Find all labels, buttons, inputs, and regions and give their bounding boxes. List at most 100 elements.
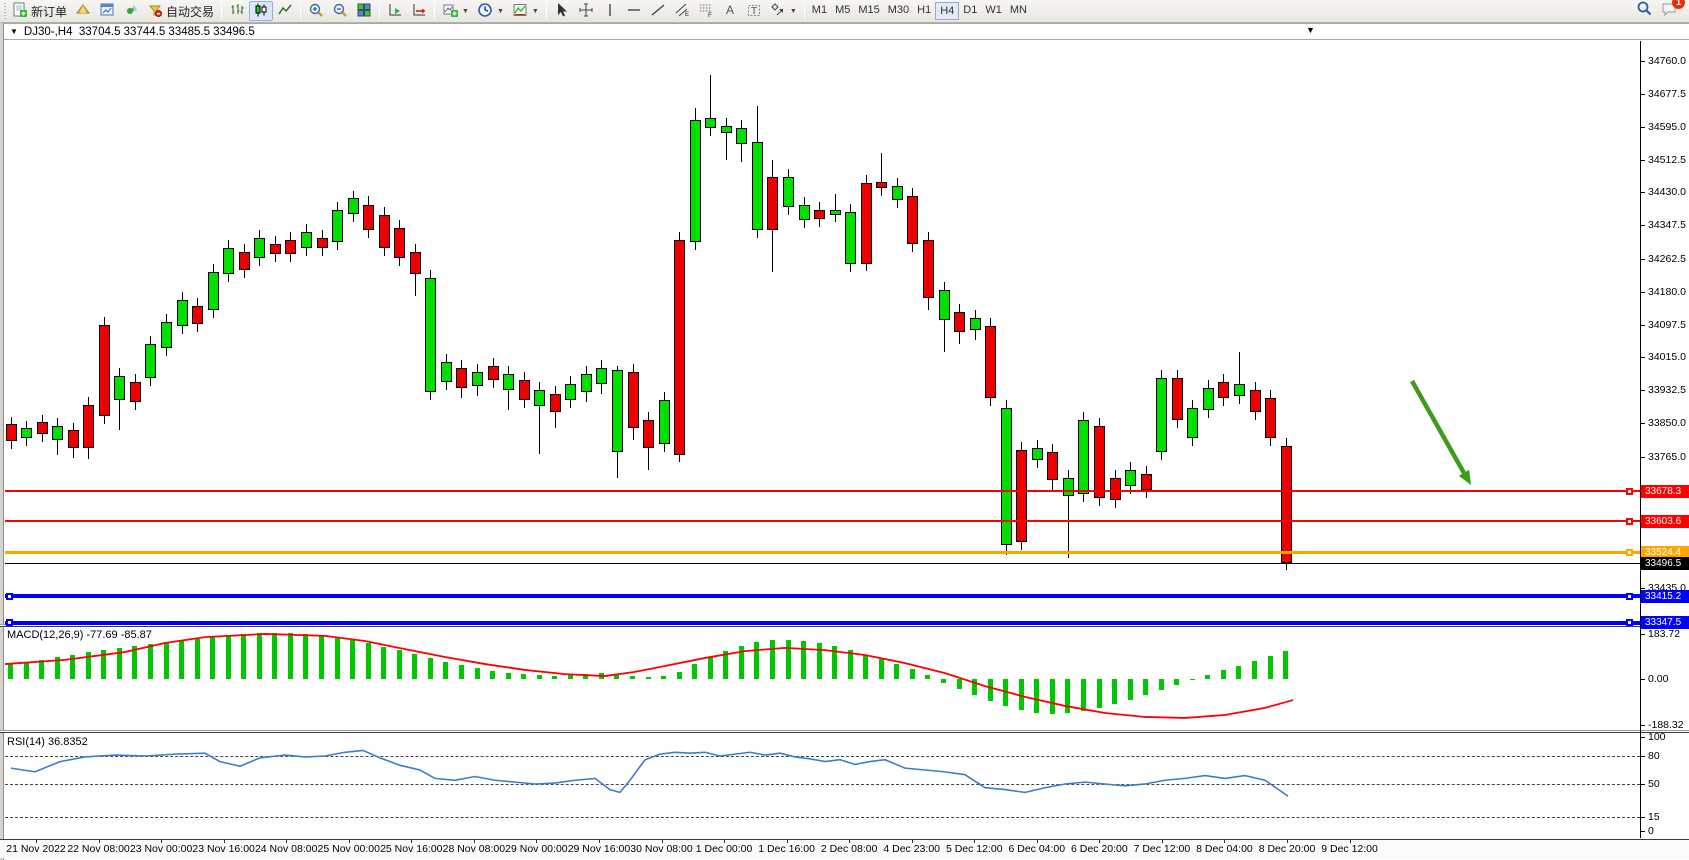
price-tick-label: 34595.0 — [1648, 120, 1686, 133]
arrows-button[interactable]: ▼ — [766, 1, 801, 21]
line-handle[interactable] — [1626, 549, 1633, 557]
timeframe-w1[interactable]: W1 — [985, 4, 1002, 16]
time-tick-label: 2 Dec 08:00 — [820, 843, 878, 855]
vertical-line-button[interactable] — [598, 1, 622, 21]
timeframe-m30[interactable]: M30 — [887, 4, 910, 16]
macd-histogram-bar — [23, 661, 29, 679]
price-level-line[interactable] — [5, 551, 1640, 555]
tile-windows-button[interactable] — [352, 1, 376, 21]
time-tick-label: 30 Nov 08:00 — [630, 843, 693, 855]
macd-tick — [1640, 725, 1645, 727]
price-level-label: 33496.5 — [1641, 557, 1689, 571]
candle-wick — [725, 117, 727, 161]
timeframe-m5[interactable]: M5 — [835, 4, 851, 16]
macd-histogram-bar — [427, 657, 433, 679]
timeframe-h4[interactable]: H4 — [935, 2, 960, 20]
new-order-button[interactable]: 新订单 — [8, 1, 71, 21]
cursor-button[interactable] — [550, 1, 574, 21]
price-chart-area[interactable] — [5, 41, 1640, 625]
candle — [954, 312, 966, 332]
templates-button[interactable]: ▼ — [508, 1, 543, 21]
price-level-line[interactable] — [5, 594, 1640, 599]
line-handle[interactable] — [6, 619, 13, 627]
auto-scroll-button[interactable] — [383, 1, 407, 21]
signal-button[interactable] — [119, 1, 143, 21]
chart-shift-button[interactable] — [407, 1, 431, 21]
line-handle[interactable] — [1626, 619, 1633, 627]
periods-button[interactable]: ▼ — [473, 1, 508, 21]
macd-histogram-bar — [85, 652, 91, 679]
price-level-line[interactable] — [5, 520, 1640, 523]
candle — [798, 205, 810, 221]
macd-histogram-bar — [1220, 670, 1226, 679]
toolbar-separator — [300, 2, 302, 20]
indicators-button[interactable]: ▼ — [438, 1, 473, 21]
timeframe-d1[interactable]: D1 — [963, 4, 978, 16]
crosshair-button[interactable] — [574, 1, 598, 21]
autoscroll-icon — [387, 2, 403, 21]
timeframe-h1[interactable]: H1 — [917, 4, 932, 16]
zoom-in-icon — [308, 2, 324, 21]
macd-histogram-bar — [1096, 679, 1102, 709]
bar-chart-button[interactable] — [225, 1, 249, 21]
timeframe-m1[interactable]: M1 — [811, 4, 828, 16]
svg-text:A: A — [726, 3, 734, 17]
notifications-button[interactable]: 1 — [1661, 0, 1685, 22]
symbol-timeframe-label: DJ30-,H4 — [23, 25, 73, 38]
horizontal-line-button[interactable] — [622, 1, 646, 21]
macd-histogram-bar — [583, 674, 589, 679]
candle — [611, 370, 623, 453]
macd-histogram-bar — [1158, 679, 1164, 691]
macd-histogram-bar — [334, 637, 340, 679]
rsi-level-line — [5, 756, 1640, 757]
line-chart-button[interactable] — [273, 1, 297, 21]
gold-button[interactable] — [71, 1, 95, 21]
auto-trading-button[interactable]: 自动交易 — [143, 1, 218, 21]
macd-histogram-bar — [54, 657, 60, 679]
time-axis[interactable] — [0, 839, 1689, 858]
line-handle[interactable] — [1626, 487, 1633, 495]
price-level-line[interactable] — [5, 490, 1640, 493]
crosshair-icon — [578, 2, 594, 21]
macd-histogram-bar — [1189, 679, 1195, 681]
panel-separator[interactable] — [0, 730, 1689, 733]
text-label-button[interactable]: T — [742, 1, 766, 21]
candlestick-button[interactable] — [249, 1, 274, 21]
candle — [1156, 378, 1168, 453]
macd-histogram-bar — [179, 640, 185, 679]
line-handle[interactable] — [1626, 517, 1633, 525]
rsi-panel[interactable] — [5, 734, 1640, 837]
macd-histogram-bar — [490, 670, 496, 679]
text-button[interactable]: A — [718, 1, 742, 21]
time-tick — [1349, 839, 1351, 843]
equidistant-channel-button[interactable]: E — [670, 1, 694, 21]
macd-histogram-bar — [894, 663, 900, 679]
trendline-button[interactable] — [646, 1, 670, 21]
chevron-down-icon: ▼ — [462, 7, 469, 15]
fibonacci-button[interactable]: F — [694, 1, 718, 21]
timeframe-m15[interactable]: M15 — [858, 4, 880, 16]
time-tick-label: 7 Dec 12:00 — [1133, 843, 1191, 855]
line-handle[interactable] — [1626, 592, 1633, 600]
time-tick — [286, 839, 288, 843]
zoom-in-button[interactable] — [304, 1, 328, 21]
macd-histogram-bar — [567, 675, 573, 679]
candle — [176, 300, 188, 326]
candles-icon — [253, 2, 269, 21]
chart-menu-icon[interactable]: ▼ — [10, 27, 18, 36]
timeframe-mn[interactable]: MN — [1009, 4, 1027, 16]
price-level-line[interactable] — [5, 620, 1640, 625]
svg-text:F: F — [708, 12, 712, 18]
candle — [456, 368, 468, 389]
price-tick-label: 34180.0 — [1648, 285, 1686, 298]
candle — [1171, 378, 1183, 420]
macd-panel[interactable] — [5, 628, 1640, 731]
toolbar-separator — [221, 2, 223, 20]
chart-window-button[interactable] — [95, 1, 119, 21]
line-handle[interactable] — [6, 592, 13, 600]
zoom-out-button[interactable] — [328, 1, 352, 21]
price-level-line[interactable] — [5, 563, 1640, 565]
search-icon[interactable] — [1636, 0, 1653, 22]
price-tick — [1640, 159, 1645, 161]
